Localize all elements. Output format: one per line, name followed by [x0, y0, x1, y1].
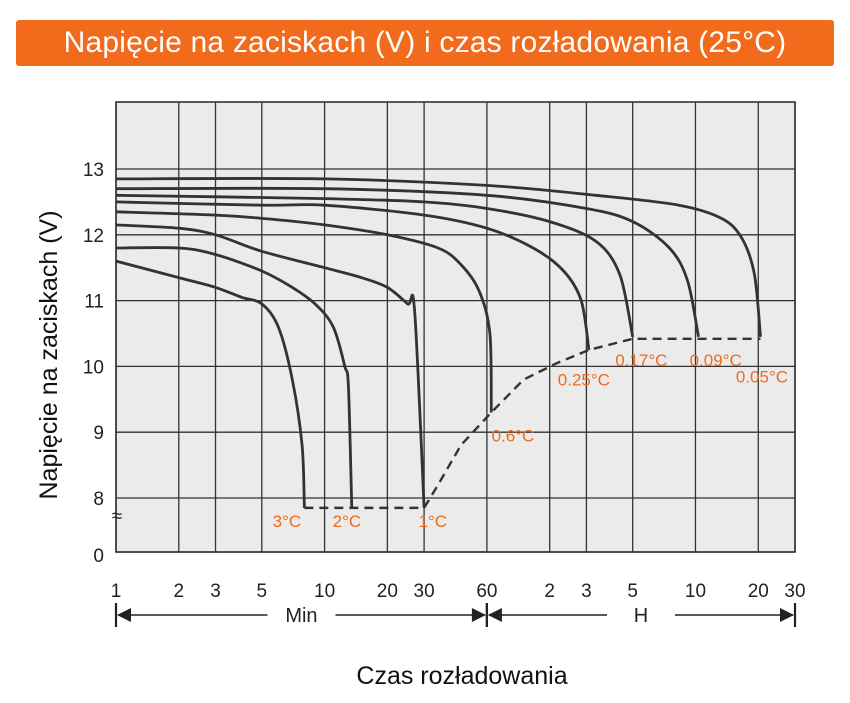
- x-tick-label: 5: [257, 581, 268, 602]
- y-tick-label: 10: [83, 357, 104, 378]
- y-tick-label: 13: [83, 160, 104, 181]
- series-line-7: [115, 177, 762, 337]
- x-tick-label: 20: [748, 581, 769, 602]
- x-tick-label: 3: [210, 581, 221, 602]
- series-layer: [115, 177, 762, 508]
- end-voltage-curve: [304, 337, 761, 510]
- x-section-arrows: Min H: [114, 603, 797, 627]
- grid: [115, 101, 796, 553]
- arrow-right-icon: [471, 608, 486, 622]
- x-tick-label: 2: [174, 581, 185, 602]
- x-tick-labels: 1 2 3 5 10 20 30 60 2 3 5 10 20 30: [111, 581, 806, 602]
- x-tick-label: 3: [581, 581, 592, 602]
- y-tick-label: 11: [84, 292, 104, 313]
- x-tick-label: 10: [314, 581, 335, 602]
- y-tick-label: 8: [93, 489, 104, 510]
- rate-label-5: 0.17°C: [615, 351, 667, 370]
- rate-label-3: 0.6°C: [492, 426, 535, 445]
- y-tick-label-break: 0: [93, 546, 104, 567]
- series-line-6: [115, 186, 700, 338]
- axis-break-symbol: ≈: [112, 506, 122, 527]
- series-line-3: [115, 210, 493, 413]
- x-tick-label: 30: [414, 581, 435, 602]
- plot-frame: [115, 101, 796, 553]
- rate-labels: 3°C 2°C 1°C 0.6°C 0.25°C 0.17°C 0.09°C0.05°C: [273, 351, 788, 531]
- x-axis-label: Czas rozładowania: [356, 662, 567, 690]
- rate-label-4: 0.25°C: [558, 371, 610, 390]
- series-line-2: [115, 223, 426, 508]
- section-label-1: H: [634, 605, 648, 627]
- rate-label-0: 3°C: [273, 512, 302, 531]
- x-tick-label: 20: [377, 581, 398, 602]
- series-line-0: [115, 259, 306, 508]
- rate-label-6: 0.09°C: [690, 351, 742, 370]
- arrow-right-icon: [780, 608, 794, 622]
- series-line-5: [115, 193, 635, 338]
- y-tick-label: 9: [93, 423, 104, 444]
- x-tick-label: 5: [627, 581, 638, 602]
- y-tick-labels: 8 9 10 11 12 13 0 ≈: [83, 160, 122, 567]
- rate-label-7: 0.05°C: [736, 367, 788, 386]
- rate-label-1: 2°C: [333, 512, 362, 531]
- x-tick-label: 30: [784, 581, 805, 602]
- x-tick-label: 2: [544, 581, 555, 602]
- x-tick-label: 10: [685, 581, 706, 602]
- series-line-4: [115, 200, 591, 351]
- rate-label-2: 1°C: [418, 512, 447, 531]
- arrow-left-icon: [117, 608, 131, 622]
- y-tick-label: 12: [83, 226, 104, 247]
- end-voltage-curve-layer: [304, 337, 761, 510]
- x-tick-label: 60: [476, 581, 497, 602]
- section-label-0: Min: [285, 605, 317, 627]
- series-line-1: [115, 246, 354, 508]
- chart-title: Napięcie na zaciskach (V) i czas rozłado…: [16, 20, 834, 66]
- plot-area: [116, 102, 795, 552]
- arrow-left-icon: [487, 608, 502, 622]
- x-tick-label: 1: [111, 581, 122, 602]
- y-axis-label: Napięcie na zaciskach (V): [35, 210, 63, 499]
